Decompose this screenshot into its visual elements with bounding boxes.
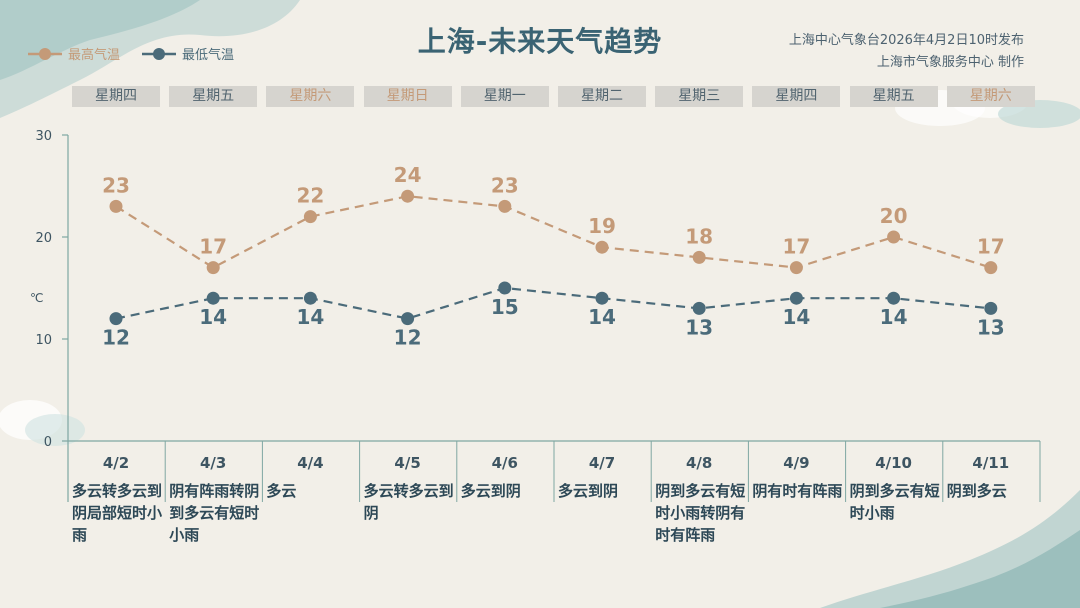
low-temp-point: [887, 291, 901, 305]
weather-description: 阴到多云: [946, 482, 1007, 500]
source-line-1: 上海中心气象台2026年4月2日10时发布: [788, 33, 1024, 48]
weather-description: 多云到阴: [558, 482, 619, 500]
date-label: 4/4: [297, 454, 324, 472]
low-temp-point: [303, 291, 317, 305]
weekday-label: 星期六: [946, 86, 1035, 107]
weather-description: 多云: [266, 482, 297, 500]
legend-low: 最低气温: [142, 44, 234, 63]
weekday-label: 星期三: [655, 86, 744, 107]
weather-description: 多云到阴: [460, 482, 521, 500]
low-temp-point: [498, 281, 512, 295]
legend-low-marker-icon: [142, 47, 177, 60]
low-temp-label: 14: [782, 305, 810, 329]
date-label: 4/3: [200, 454, 227, 472]
high-temp-point: [595, 240, 609, 254]
y-axis-unit: ℃: [30, 291, 43, 305]
source-line-2: 上海市气象服务中心 制作: [876, 55, 1024, 70]
y-tick-label: 20: [35, 231, 52, 246]
chart-legend: 最高气温 最低气温: [28, 44, 234, 63]
low-temp-label: 12: [394, 326, 422, 350]
high-temp-point: [109, 199, 123, 213]
weekday-label: 星期日: [363, 86, 452, 107]
low-temp-label: 15: [491, 295, 519, 319]
high-temp-point: [984, 261, 998, 275]
date-label: 4/8: [686, 454, 713, 472]
high-temp-label: 19: [588, 214, 616, 238]
weekday-label: 星期六: [266, 86, 355, 107]
legend-high-label: 最高气温: [68, 48, 121, 63]
y-tick-label: 10: [35, 333, 52, 348]
high-temp-point: [303, 210, 317, 224]
weekday-label: 星期五: [169, 86, 258, 107]
low-temp-label: 14: [880, 305, 908, 329]
page-title: 上海-未来天气趋势: [417, 25, 663, 58]
date-label: 4/2: [102, 454, 130, 472]
low-temp-label: 14: [588, 305, 616, 329]
weather-description: 阴到多云有短时小雨: [849, 482, 940, 522]
date-label: 4/9: [783, 454, 810, 472]
high-temp-label: 17: [977, 235, 1005, 259]
low-temp-label: 14: [199, 305, 227, 329]
weather-description: 阴有时有阵雨: [752, 482, 843, 500]
low-temp-label: 14: [296, 305, 324, 329]
low-temp-label: 13: [685, 315, 713, 339]
low-temp-line: [115, 286, 991, 320]
low-temp-point: [984, 301, 998, 315]
low-temp-label: 13: [977, 315, 1005, 339]
weekday-label: 星期一: [460, 86, 549, 107]
high-temp-point: [692, 250, 706, 264]
high-temp-point: [498, 199, 512, 213]
date-label: 4/6: [491, 454, 518, 472]
low-temp-point: [206, 291, 220, 305]
legend-low-label: 最低气温: [182, 48, 235, 63]
date-label: 4/10: [875, 454, 912, 472]
low-temp-label: 12: [102, 326, 130, 350]
high-temp-line: [115, 195, 992, 269]
legend-high-marker-icon: [28, 47, 62, 60]
low-temp-point: [692, 301, 706, 315]
high-temp-point: [401, 189, 415, 203]
y-tick-label: 30: [35, 129, 52, 144]
source-info: 上海中心气象台2026年4月2日10时发布 上海市气象服务中心 制作: [789, 30, 1024, 74]
high-temp-label: 22: [296, 184, 324, 208]
weekday-label: 星期四: [72, 86, 160, 107]
weekday-label: 星期五: [849, 86, 938, 107]
high-temp-label: 17: [782, 235, 810, 259]
high-temp-label: 23: [491, 173, 519, 197]
high-temp-point: [887, 230, 901, 244]
high-temp-label: 18: [685, 224, 713, 248]
high-temp-label: 24: [394, 163, 422, 187]
weather-description: 阴到多云有短时小雨转阴有时有阵雨: [655, 482, 746, 544]
low-temp-point: [595, 291, 609, 305]
date-label: 4/5: [394, 454, 421, 472]
weather-description: 多云转多云到阴局部短时小雨: [72, 482, 163, 544]
weather-description: 多云转多云到阴: [363, 482, 454, 522]
y-tick-label: 0: [44, 435, 52, 450]
date-label: 4/11: [972, 454, 1010, 472]
low-temp-point: [109, 312, 123, 326]
high-temp-label: 23: [102, 173, 130, 197]
low-temp-point: [789, 291, 803, 305]
weather-description: 阴有阵雨转阴到多云有短时小雨: [169, 482, 260, 544]
high-temp-label: 17: [199, 235, 227, 259]
high-temp-label: 20: [880, 204, 908, 228]
high-temp-point: [206, 261, 220, 275]
weekday-label: 星期四: [752, 86, 841, 107]
legend-high: 最高气温: [28, 44, 120, 63]
high-temp-point: [789, 261, 803, 275]
date-label: 4/7: [588, 454, 616, 472]
weekday-label: 星期二: [558, 86, 646, 107]
low-temp-point: [401, 312, 415, 326]
